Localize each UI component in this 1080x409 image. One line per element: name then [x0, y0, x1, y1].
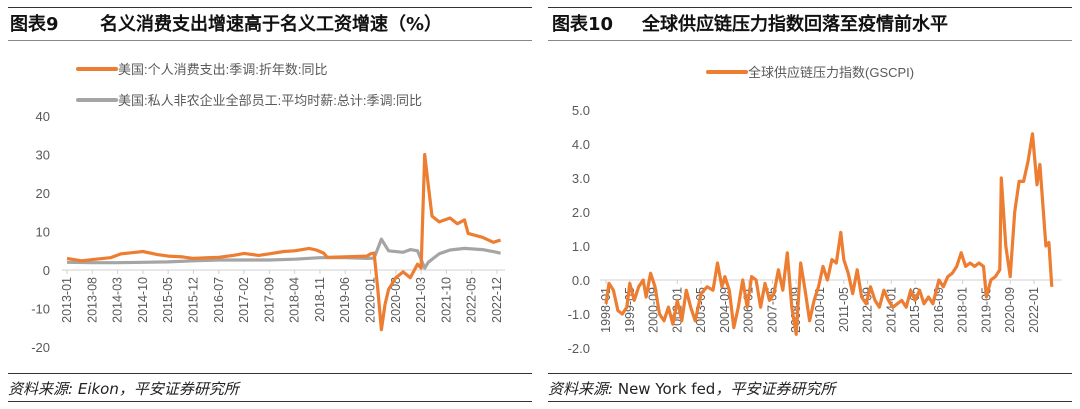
- divider: [8, 7, 532, 8]
- x-tick-label: 2015-05: [908, 287, 922, 333]
- x-tick-label: 2013-01: [60, 277, 74, 323]
- x-tick-label: 2022-01: [1027, 287, 1041, 333]
- x-tick-label: 2016-07: [212, 277, 226, 323]
- figure-title: 名义消费支出增速高于名义工资增速（%）: [100, 14, 443, 35]
- divider: [548, 7, 1072, 8]
- source-name: Eikon: [77, 380, 119, 398]
- y-tick-label: 5.0: [572, 103, 590, 118]
- y-tick-label: 0: [43, 263, 50, 278]
- x-tick-label: 2014-10: [136, 277, 150, 323]
- figure-label: 图表10: [552, 14, 614, 35]
- chart-title: 图表9 名义消费支出增速高于名义工资增速（%）: [10, 10, 442, 36]
- x-tick-label: 2018-01: [956, 287, 970, 333]
- x-tick-label: 2019-05: [979, 287, 993, 333]
- x-tick-label: 2010-01: [813, 287, 827, 333]
- y-tick-label: -10: [31, 302, 50, 317]
- x-tick-label: 2020-09: [1003, 287, 1017, 333]
- x-tick-label: 2015-12: [186, 277, 200, 323]
- divider: [548, 401, 1072, 402]
- source-note: 资料来源: Eikon，平安证券研究所: [8, 378, 239, 399]
- legend-label: 全球供应链压力指数(GSCPI): [748, 65, 914, 80]
- x-tick-label: 2021-10: [439, 277, 453, 323]
- x-tick-label: 2014-03: [111, 277, 125, 323]
- x-tick-label: 2020-08: [389, 277, 403, 323]
- divider: [548, 40, 1072, 41]
- x-tick-label: 2020-01: [364, 277, 378, 323]
- y-tick-label: 2.0: [572, 205, 590, 220]
- divider: [548, 373, 1072, 374]
- source-suffix: ，平安证券研究所: [715, 380, 836, 398]
- x-tick-label: 2022-12: [490, 277, 504, 323]
- x-tick-label: 2021-03: [414, 277, 428, 323]
- y-tick-label: 10: [36, 225, 50, 240]
- chart-title: 图表10 全球供应链压力指数回落至疫情前水平: [552, 10, 948, 36]
- figure-title: 全球供应链压力指数回落至疫情前水平: [642, 14, 948, 35]
- x-tick-label: 2011-05: [837, 287, 851, 332]
- source-name: New York fed: [617, 380, 716, 398]
- x-tick-label: 2022-05: [465, 277, 479, 323]
- y-tick-label: 30: [36, 148, 50, 163]
- y-tick-label: -20: [31, 340, 50, 355]
- x-tick-label: 1998-01: [599, 287, 613, 333]
- chart-panel-9: 图表9 名义消费支出增速高于名义工资增速（%） 40 30 20 10 0 -10 -20 20…: [8, 7, 532, 402]
- source-note: 资料来源: New York fed，平安证券研究所: [548, 378, 835, 399]
- y-tick-label: 4.0: [572, 137, 590, 152]
- source-suffix: ，平安证券研究所: [118, 380, 239, 398]
- legend-label: 美国:私人非农企业全部员工:平均时薪:总计:季调:同比: [118, 93, 422, 108]
- legend-label: 美国:个人消费支出:季调:折年数:同比: [118, 62, 327, 77]
- y-tick-label: 20: [36, 186, 50, 201]
- divider: [8, 40, 532, 41]
- x-tick-label: 2004-09: [718, 287, 732, 333]
- y-tick-label: 40: [36, 109, 50, 124]
- y-tick-label: 0.0: [572, 273, 590, 288]
- x-tick-label: 2017-09: [262, 277, 276, 323]
- x-tick-label: 2018-11: [313, 277, 327, 322]
- divider: [8, 373, 532, 374]
- y-tick-label: 3.0: [572, 171, 590, 186]
- x-tick-label: 2018-04: [288, 277, 302, 323]
- x-tick-label: 2017-02: [237, 277, 251, 323]
- chart-1-plot: 40 30 20 10 0 -10 -20 2013-01 2013-08 2014-03 2014…: [31, 62, 505, 355]
- source-prefix: 资料来源:: [8, 380, 74, 398]
- source-prefix: 资料来源:: [548, 380, 614, 398]
- figure-label: 图表9: [10, 14, 59, 35]
- x-tick-label: 2019-06: [338, 277, 352, 323]
- x-tick-label: 2015-05: [161, 277, 175, 323]
- y-tick-label: -2.0: [568, 341, 590, 356]
- y-tick-label: 1.0: [572, 239, 590, 254]
- y-tick-label: -1.0: [568, 307, 590, 322]
- series-line-1: [66, 152, 502, 332]
- x-tick-label: 2003-05: [694, 287, 708, 333]
- x-tick-label: 2013-08: [85, 277, 99, 323]
- divider: [8, 401, 532, 402]
- chart-panel-10: 图表10 全球供应链压力指数回落至疫情前水平 5.0 4.0 3.0 2.0 1.0 0.0…: [540, 0, 1080, 409]
- series-line-1: [604, 132, 1054, 336]
